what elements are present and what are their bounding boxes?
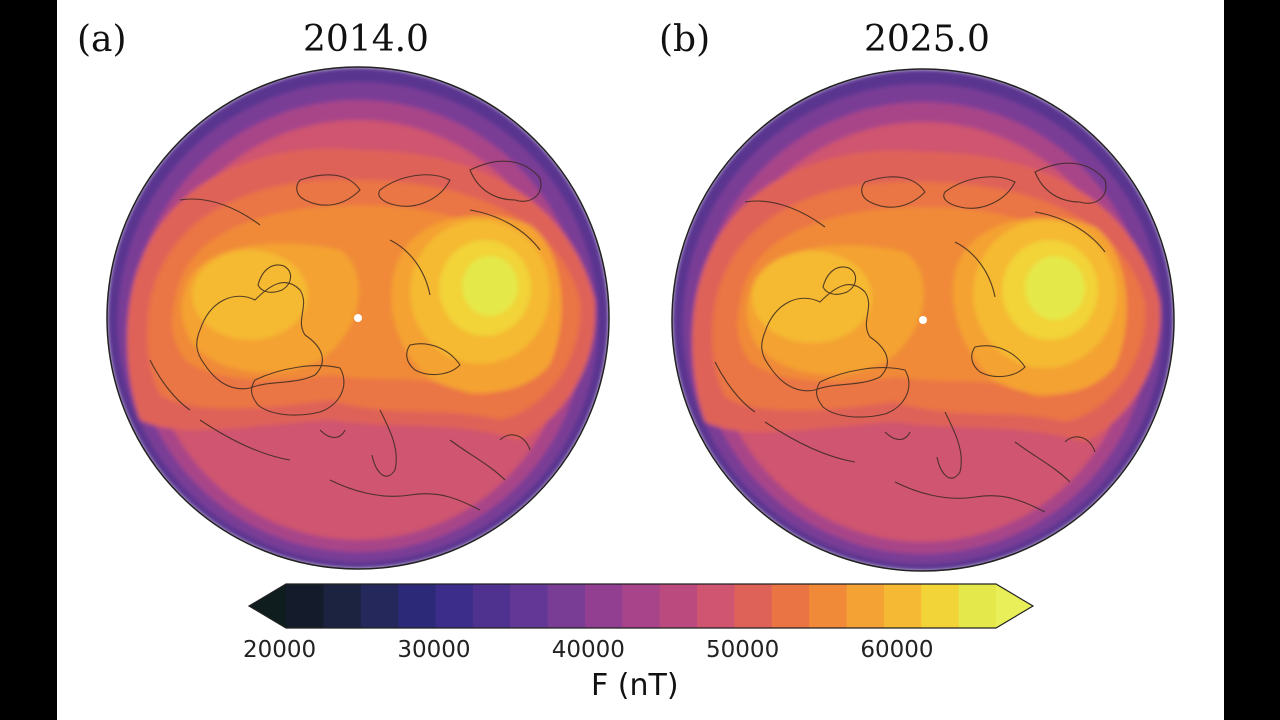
colorbar-extend-high bbox=[996, 584, 1033, 628]
globe-outline-b bbox=[671, 68, 1175, 572]
map-a bbox=[106, 66, 610, 570]
panel-b-title: 2025.0 bbox=[864, 19, 990, 60]
colorbar-bin bbox=[584, 584, 623, 628]
colorbar-bin bbox=[734, 584, 773, 628]
panel-a-title: 2014.0 bbox=[303, 19, 429, 60]
colorbar bbox=[247, 583, 1035, 629]
colorbar-tick-label: 50000 bbox=[706, 637, 780, 663]
panel-b-label: (b) bbox=[659, 19, 711, 60]
colorbar-tick-label: 20000 bbox=[243, 637, 317, 663]
intensity-field-b bbox=[672, 69, 1174, 571]
colorbar-bin bbox=[659, 584, 698, 628]
colorbar-bin bbox=[435, 584, 474, 628]
pole-marker-b bbox=[919, 316, 927, 324]
intensity-field-a bbox=[107, 67, 609, 569]
colorbar-extend-low bbox=[249, 584, 286, 628]
colorbar-bin bbox=[958, 584, 997, 628]
colorbar-bin bbox=[286, 584, 324, 628]
colorbar-label: F (nT) bbox=[591, 668, 679, 703]
colorbar-bin bbox=[360, 584, 399, 628]
colorbar-tick-label: 30000 bbox=[397, 637, 471, 663]
colorbar-bin bbox=[510, 584, 549, 628]
colorbar-bin bbox=[472, 584, 511, 628]
colorbar-bin bbox=[771, 584, 810, 628]
panel-a-label: (a) bbox=[77, 19, 127, 60]
colorbar-bin bbox=[323, 584, 362, 628]
colorbar-bin bbox=[547, 584, 586, 628]
coastlines-a bbox=[149, 160, 542, 511]
colorbar-tick-label: 40000 bbox=[551, 637, 625, 663]
pole-marker-a bbox=[354, 314, 362, 322]
colorbar-bin bbox=[809, 584, 848, 628]
colorbar-bin bbox=[846, 584, 885, 628]
coastlines-b bbox=[714, 162, 1107, 513]
colorbar-bin bbox=[883, 584, 922, 628]
colorbar-bin bbox=[622, 584, 661, 628]
globe-outline-a bbox=[106, 66, 610, 570]
colorbar-bin bbox=[398, 584, 437, 628]
colorbar-bin bbox=[921, 584, 960, 628]
colorbar-tick-label: 60000 bbox=[860, 637, 934, 663]
colorbar-outline bbox=[247, 583, 1035, 629]
colorbar-bin bbox=[697, 584, 736, 628]
map-b bbox=[671, 68, 1175, 572]
